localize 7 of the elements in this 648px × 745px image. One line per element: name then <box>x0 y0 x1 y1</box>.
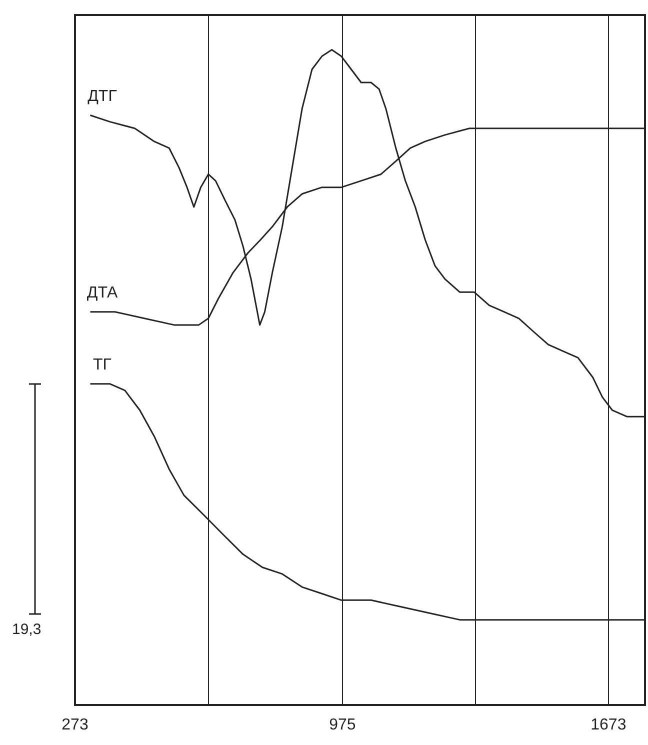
series-label: ТГ <box>93 356 112 374</box>
x-tick-label: 975 <box>329 716 356 734</box>
x-tick-label: 273 <box>62 716 88 734</box>
series-label: ДТГ <box>88 88 118 105</box>
x-tick-label: 1673 <box>590 716 626 734</box>
series-label: ДТА <box>86 284 118 302</box>
text: 19,3 <box>12 621 42 638</box>
